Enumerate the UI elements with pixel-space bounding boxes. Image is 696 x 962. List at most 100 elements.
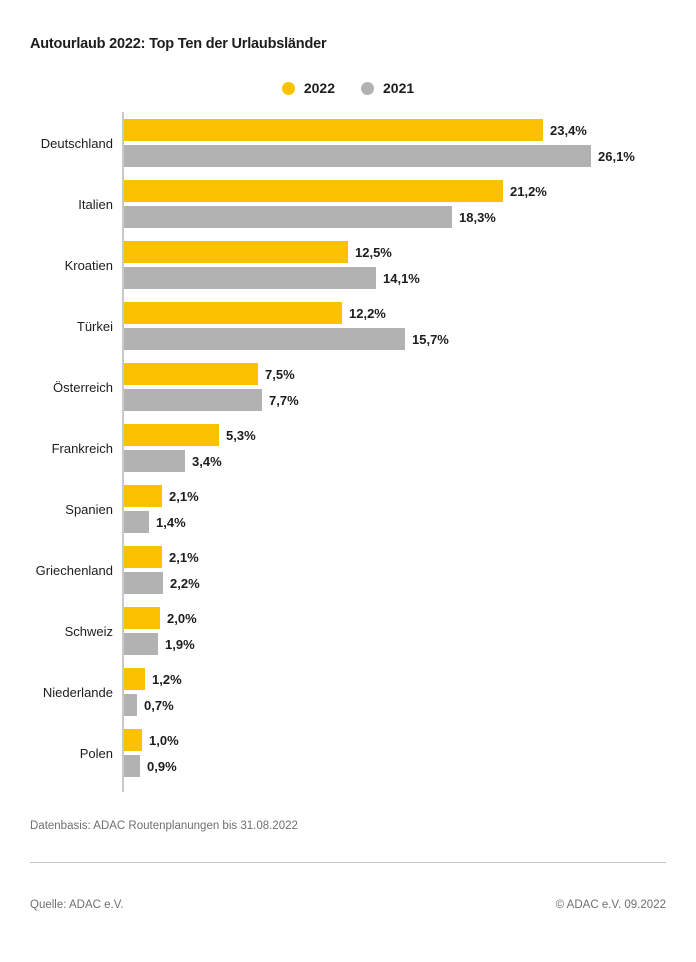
bar-2022 [124,668,145,690]
bar-2022 [124,180,503,202]
bar-2021 [124,633,158,655]
value-label-2021: 18,3% [459,209,496,225]
bar-line-2022: 12,2% [124,302,666,324]
value-label-2021: 15,7% [412,331,449,347]
bar-pair: 21,2% 18,3% [122,180,666,228]
bar-line-2022: 2,1% [124,485,666,507]
value-label-2022: 2,1% [169,488,199,504]
category-label: Türkei [76,318,113,334]
category-label: Spanien [65,501,113,517]
bar-2022 [124,485,162,507]
chart-legend: 2022 2021 [30,80,666,96]
chart-row: Niederlande 1,2% 0,7% [30,668,666,716]
legend-item-2021: 2021 [361,80,414,96]
value-label-2021: 2,2% [170,575,200,591]
chart-row: Italien 21,2% 18,3% [30,180,666,228]
bar-chart: Deutschland 23,4% 26,1% Italien 21,2% 18,3% Kr… [30,112,666,792]
bar-pair: 12,2% 15,7% [122,302,666,350]
bar-2022 [124,119,543,141]
bar-line-2021: 2,2% [124,572,666,594]
value-label-2022: 21,2% [510,183,547,199]
bar-pair: 2,0% 1,9% [122,607,666,655]
bar-pair: 12,5% 14,1% [122,241,666,289]
category-label: Niederlande [42,684,113,700]
category-label: Schweiz [64,623,113,639]
bar-2021 [124,450,185,472]
bar-2021 [124,328,405,350]
bar-line-2021: 0,9% [124,755,666,777]
value-label-2021: 1,4% [156,514,186,530]
bar-line-2021: 0,7% [124,694,666,716]
value-label-2022: 12,5% [355,244,392,260]
legend-item-2022: 2022 [281,80,335,96]
bar-2022 [124,363,258,385]
bar-pair: 5,3% 3,4% [122,424,666,472]
value-label-2022: 1,0% [149,732,179,748]
bar-2021 [124,145,591,167]
bar-pair: 1,0% 0,9% [122,729,666,777]
category-label: Polen [79,745,113,761]
chart-axis-line [122,112,124,792]
category-label: Kroatien [64,257,113,273]
chart-row: Türkei 12,2% 15,7% [30,302,666,350]
bar-2021 [124,694,137,716]
chart-row: Österreich 7,5% 7,7% [30,363,666,411]
bar-line-2021: 18,3% [124,206,666,228]
bar-line-2021: 1,4% [124,511,666,533]
category-label: Italien [78,196,113,212]
legend-dot-2021-icon [361,81,374,95]
value-label-2022: 12,2% [349,305,386,321]
legend-dot-2022-icon [281,81,295,95]
chart-title: Autourlaub 2022: Top Ten der Urlaubsländ… [30,36,327,52]
chart-row: Deutschland 23,4% 26,1% [30,119,666,167]
value-label-2021: 26,1% [598,148,635,164]
bar-line-2022: 5,3% [124,424,666,446]
legend-label-2022: 2022 [303,80,335,96]
chart-row: Kroatien 12,5% 14,1% [30,241,666,289]
bar-2022 [124,424,219,446]
bar-pair: 7,5% 7,7% [122,363,666,411]
value-label-2021: 3,4% [192,453,222,469]
bar-pair: 1,2% 0,7% [122,668,666,716]
legend-label-2021: 2021 [383,80,415,96]
chart-row: Spanien 2,1% 1,4% [30,485,666,533]
value-label-2022: 2,1% [169,549,199,565]
bar-line-2022: 21,2% [124,180,666,202]
bar-pair: 23,4% 26,1% [122,119,666,167]
bar-line-2022: 2,0% [124,607,666,629]
bar-line-2022: 7,5% [124,363,666,385]
chart-rows: Deutschland 23,4% 26,1% Italien 21,2% 18,3% Kr… [30,119,666,777]
category-label: Österreich [53,379,113,395]
bar-2021 [124,572,163,594]
copyright-text: © ADAC e.V. 09.2022 [555,899,666,911]
bar-line-2022: 23,4% [124,119,666,141]
value-label-2021: 14,1% [383,270,420,286]
footer-divider [30,862,666,863]
footer: Quelle: ADAC e.V. © ADAC e.V. 09.2022 [30,899,666,911]
bar-2021 [124,206,452,228]
bar-line-2021: 1,9% [124,633,666,655]
category-label: Griechenland [35,562,113,578]
value-label-2021: 7,7% [269,392,299,408]
bar-line-2022: 1,2% [124,668,666,690]
bar-2021 [124,511,149,533]
bar-line-2021: 7,7% [124,389,666,411]
chart-row: Frankreich 5,3% 3,4% [30,424,666,472]
bar-line-2021: 3,4% [124,450,666,472]
chart-row: Griechenland 2,1% 2,2% [30,546,666,594]
value-label-2022: 1,2% [152,671,182,687]
bar-2022 [124,729,142,751]
bar-line-2022: 1,0% [124,729,666,751]
bar-2022 [124,302,342,324]
chart-row: Polen 1,0% 0,9% [30,729,666,777]
bar-line-2022: 12,5% [124,241,666,263]
category-label: Deutschland [40,135,113,151]
bar-line-2021: 14,1% [124,267,666,289]
bar-2022 [124,546,162,568]
value-label-2022: 7,5% [265,366,295,382]
bar-2021 [124,267,376,289]
bar-2022 [124,241,348,263]
bar-2021 [124,389,262,411]
bar-2022 [124,607,160,629]
